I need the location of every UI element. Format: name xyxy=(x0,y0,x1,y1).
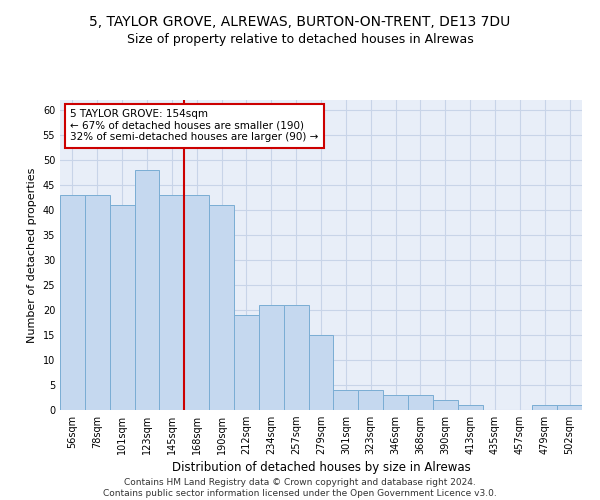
Bar xyxy=(408,395,433,410)
Bar xyxy=(160,195,184,410)
Bar xyxy=(134,170,160,410)
Bar xyxy=(334,390,358,410)
Bar xyxy=(284,305,308,410)
Bar xyxy=(110,205,134,410)
Text: Size of property relative to detached houses in Alrewas: Size of property relative to detached ho… xyxy=(127,32,473,46)
Bar xyxy=(383,395,408,410)
Bar xyxy=(532,405,557,410)
Bar xyxy=(458,405,482,410)
Bar xyxy=(184,195,209,410)
Bar xyxy=(557,405,582,410)
Text: 5 TAYLOR GROVE: 154sqm
← 67% of detached houses are smaller (190)
32% of semi-de: 5 TAYLOR GROVE: 154sqm ← 67% of detached… xyxy=(70,110,319,142)
Bar xyxy=(259,305,284,410)
Bar xyxy=(358,390,383,410)
Y-axis label: Number of detached properties: Number of detached properties xyxy=(27,168,37,342)
Bar xyxy=(209,205,234,410)
Bar xyxy=(433,400,458,410)
Bar xyxy=(308,335,334,410)
Text: 5, TAYLOR GROVE, ALREWAS, BURTON-ON-TRENT, DE13 7DU: 5, TAYLOR GROVE, ALREWAS, BURTON-ON-TREN… xyxy=(89,15,511,29)
Bar xyxy=(85,195,110,410)
Bar xyxy=(234,315,259,410)
Bar xyxy=(60,195,85,410)
Text: Contains HM Land Registry data © Crown copyright and database right 2024.
Contai: Contains HM Land Registry data © Crown c… xyxy=(103,478,497,498)
X-axis label: Distribution of detached houses by size in Alrewas: Distribution of detached houses by size … xyxy=(172,462,470,474)
